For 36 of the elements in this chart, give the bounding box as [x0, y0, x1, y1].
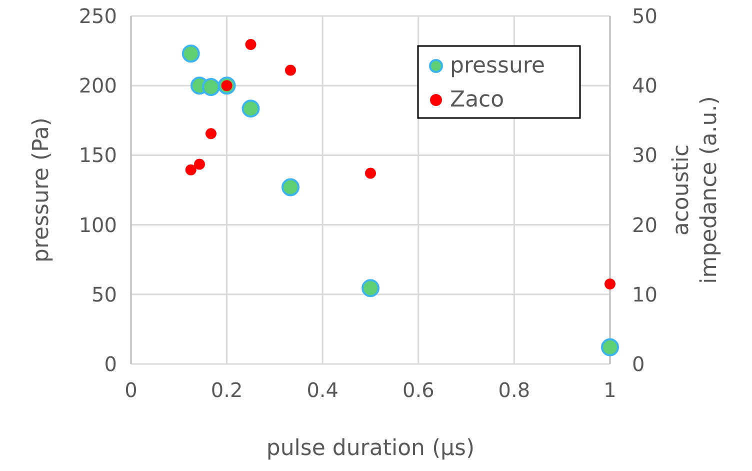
y2-tick-label: 10: [632, 282, 658, 306]
point: [185, 164, 196, 176]
y-axis-title: pressure (Pa): [29, 118, 54, 262]
legend-label: pressure: [450, 54, 546, 78]
x-tick-label: 0.2: [210, 378, 243, 402]
point: [282, 178, 300, 196]
legend-label: Zaco: [450, 88, 504, 112]
x-tick-label: 0.8: [498, 378, 530, 402]
x-tick-label: 0: [124, 378, 138, 402]
y2-tick-label: 20: [632, 212, 658, 237]
point: [202, 78, 220, 96]
point: [194, 158, 205, 170]
y-tick-label: 0: [104, 352, 117, 376]
point: [242, 100, 260, 118]
x-axis-title: pulse duration (µs): [266, 436, 475, 461]
x-tick-label: 0.4: [306, 378, 339, 402]
y-tick-label: 250: [78, 4, 117, 28]
y2-tick-label: 40: [632, 74, 658, 98]
y2-axis-title: acoustic impedance (a.u.): [669, 96, 722, 284]
point: [601, 338, 619, 356]
x-tick-label: 1: [604, 378, 616, 402]
point: [285, 64, 296, 76]
y-tick-label: 100: [78, 212, 117, 237]
point: [604, 278, 616, 290]
y-tick-label: 50: [92, 282, 117, 306]
point: [205, 128, 216, 140]
y2-tick-label: 30: [632, 143, 658, 168]
y-tick-label: 200: [78, 74, 117, 98]
x-tick-label: 0.6: [402, 378, 434, 402]
y2-tick-label: 0: [632, 352, 645, 376]
point: [365, 168, 376, 179]
y-tick-label: 150: [78, 143, 117, 168]
point: [362, 279, 380, 298]
point: [182, 44, 200, 63]
y2-tick-label: 50: [632, 4, 658, 28]
point: [245, 39, 256, 50]
